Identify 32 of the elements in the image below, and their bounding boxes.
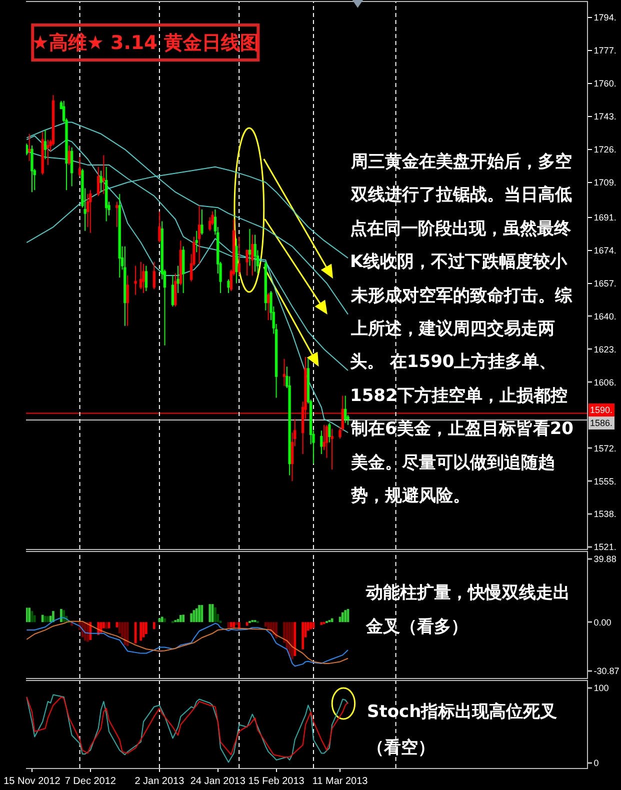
- y-tick-label: 1640.: [594, 311, 616, 322]
- y-tick-label: 1572.: [594, 443, 616, 454]
- x-tick-label: 24 Jan 2013: [190, 776, 246, 787]
- y-tick-label: 1743.: [594, 112, 616, 122]
- y-tick-label: 0.00: [594, 617, 612, 628]
- y-tick-label: 1555.: [594, 476, 616, 486]
- ref-line-label: 1586.: [590, 418, 613, 428]
- y-tick-label: 1777.: [594, 46, 616, 56]
- x-tick-label: 7 Dec 2012: [64, 776, 116, 787]
- annotation: 动能柱扩量，快慢双线走出金叉（看多）: [365, 583, 570, 637]
- y-tick-label: 1674.: [594, 245, 616, 256]
- y-tick-label: 0: [594, 758, 599, 768]
- y-tick-label: 1691.: [594, 212, 616, 222]
- y-tick-label: 1606.: [594, 377, 616, 388]
- y-tick-label: 39.88: [594, 554, 616, 564]
- y-tick-label: 1623.: [594, 344, 616, 354]
- y-tick-label: 1709.: [594, 178, 616, 188]
- x-tick-label: 15 Nov 2012: [4, 776, 61, 787]
- y-tick-label: 1521.: [594, 542, 616, 552]
- y-tick-label: -30.87: [594, 666, 620, 676]
- y-tick-label: 1726.: [594, 144, 616, 155]
- y-tick-label: 100: [594, 683, 609, 694]
- ref-line-label: 1590.: [590, 405, 613, 415]
- x-tick-label: 2 Jan 2013: [134, 776, 185, 787]
- y-tick-label: 1794.: [594, 12, 616, 23]
- x-tick-label: 11 Mar 2013: [312, 776, 368, 787]
- annotation: Stoch指标出现高位死叉（看空）: [367, 702, 558, 758]
- x-tick-label: 15 Feb 2013: [248, 776, 305, 787]
- y-tick-label: 1657.: [594, 278, 616, 288]
- y-tick-label: 1538.: [594, 509, 616, 520]
- y-tick-label: 1760.: [594, 78, 616, 89]
- text: 周三黄金在美盘开始后，多空双线进行了拉锯战。当日高低点在同一阶段出现，虽然最终K线收阴，不过下跌幅度较小未形成对空军的致命打击。综上所述，建议周四交易走两头。 在1590上方挂多单、1582下方挂空单，止损都控制在6美金，止盈目标皆看20美金。尽量可以做到追随趋势，规避风险。: [350, 152, 574, 506]
